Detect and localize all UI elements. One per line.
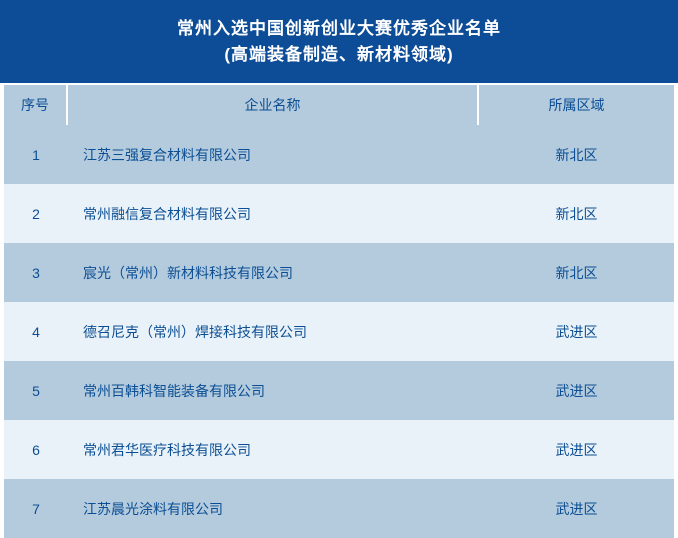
row-index-cell: 6 — [32, 441, 40, 458]
table-header-row: 序号 企业名称 所属区域 — [4, 85, 674, 125]
company-name-cell: 常州君华医疗科技有限公司 — [83, 441, 251, 458]
table-row: 3 宸光（常州）新材料科技有限公司 新北区 — [4, 243, 674, 302]
row-index-cell: 1 — [32, 146, 40, 163]
row-index-cell: 5 — [32, 382, 40, 399]
table-row: 1 江苏三强复合材料有限公司 新北区 — [4, 125, 674, 184]
region-cell: 新北区 — [555, 146, 598, 163]
region-cell: 武进区 — [555, 382, 598, 399]
title-banner: 常州入选中国创新创业大赛优秀企业名单 (高端装备制造、新材料领域) — [0, 0, 678, 83]
company-table: 序号 企业名称 所属区域 1 江苏三强复合材料有限公司 新北区 2 常州融信复合… — [0, 85, 678, 538]
company-name-cell: 德召尼克（常州）焊接科技有限公司 — [83, 323, 307, 340]
row-index-cell: 2 — [32, 205, 40, 222]
page-title: 常州入选中国创新创业大赛优秀企业名单 — [177, 18, 501, 38]
row-index-cell: 7 — [32, 500, 40, 517]
region-cell: 武进区 — [555, 441, 598, 458]
row-index-cell: 3 — [32, 264, 40, 281]
page-subtitle: (高端装备制造、新材料领域) — [224, 44, 454, 64]
company-name-cell: 江苏三强复合材料有限公司 — [83, 146, 251, 163]
company-name-cell: 常州百韩科智能装备有限公司 — [83, 382, 265, 399]
table-row: 5 常州百韩科智能装备有限公司 武进区 — [4, 361, 674, 420]
company-name-cell: 常州融信复合材料有限公司 — [83, 205, 251, 222]
table-row: 4 德召尼克（常州）焊接科技有限公司 武进区 — [4, 302, 674, 361]
table-row: 2 常州融信复合材料有限公司 新北区 — [4, 184, 674, 243]
region-cell: 武进区 — [555, 500, 598, 517]
company-name-cell: 江苏晨光涂料有限公司 — [83, 500, 223, 517]
region-cell: 武进区 — [555, 323, 598, 340]
column-header-company: 企业名称 — [68, 85, 479, 125]
company-name-cell: 宸光（常州）新材料科技有限公司 — [83, 264, 293, 281]
table-row: 7 江苏晨光涂料有限公司 武进区 — [4, 479, 674, 538]
banner-divider — [0, 83, 678, 85]
region-cell: 新北区 — [555, 205, 598, 222]
row-index-cell: 4 — [32, 323, 40, 340]
column-header-region: 所属区域 — [548, 97, 605, 113]
region-cell: 新北区 — [555, 264, 598, 281]
table-row: 6 常州君华医疗科技有限公司 武进区 — [4, 420, 674, 479]
column-header-index: 序号 — [4, 85, 68, 125]
